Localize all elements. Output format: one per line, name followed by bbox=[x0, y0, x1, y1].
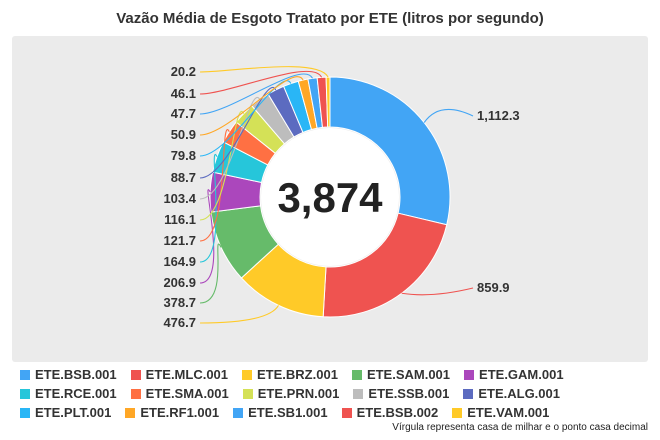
legend-item: ETE.SAM.001 bbox=[351, 366, 451, 383]
legend-swatch bbox=[353, 388, 364, 399]
data-label: 164.9 bbox=[163, 254, 196, 269]
donut-slice-ete-bsb-001 bbox=[329, 76, 451, 226]
legend-item: ETE.MLC.001 bbox=[130, 366, 229, 383]
legend-swatch bbox=[20, 388, 30, 399]
leader-line bbox=[199, 110, 245, 221]
donut-slice-ete-vam-001 bbox=[325, 76, 331, 128]
legend-item: ETE.PLT.001 bbox=[20, 404, 111, 421]
leader-line bbox=[199, 305, 279, 324]
data-label: 206.9 bbox=[163, 275, 196, 290]
data-label: 79.8 bbox=[171, 148, 196, 163]
legend-item: ETE.RCE.001 bbox=[20, 385, 117, 402]
data-label: 20.2 bbox=[171, 64, 196, 79]
legend-swatch bbox=[20, 407, 30, 418]
legend-swatch bbox=[125, 407, 136, 418]
legend-item: ETE.GAM.001 bbox=[464, 366, 564, 383]
data-label: 88.7 bbox=[171, 170, 196, 185]
donut-center-total: 3,874 bbox=[277, 174, 383, 221]
legend-label: ETE.MLC.001 bbox=[145, 367, 229, 382]
legend-label: ETE.PRN.001 bbox=[257, 386, 340, 401]
leader-line bbox=[423, 108, 474, 123]
leader-line bbox=[199, 153, 218, 263]
legend-item: ETE.PRN.001 bbox=[242, 385, 340, 402]
legend-swatch bbox=[452, 407, 463, 418]
legend-label: ETE.VAM.001 bbox=[467, 405, 550, 420]
legend-item: ETE.RF1.001 bbox=[125, 404, 219, 421]
leader-line bbox=[199, 73, 314, 115]
legend-item: ETE.SSB.001 bbox=[353, 385, 449, 402]
legend-label: ETE.GAM.001 bbox=[479, 367, 564, 382]
data-label: 103.4 bbox=[163, 191, 196, 206]
legend-swatch bbox=[341, 407, 352, 418]
leader-line bbox=[401, 287, 474, 296]
legend-swatch bbox=[233, 407, 244, 418]
leader-line bbox=[199, 86, 277, 179]
legend-item: ETE.BRZ.001 bbox=[242, 366, 338, 383]
legend-label: ETE.RF1.001 bbox=[140, 405, 220, 420]
leader-line bbox=[199, 70, 323, 95]
leader-line bbox=[199, 66, 329, 78]
legend-item: ETE.SMA.001 bbox=[130, 385, 229, 402]
data-label: 50.9 bbox=[171, 127, 196, 142]
footnote: Vírgula representa casa de milhar e o po… bbox=[392, 422, 648, 433]
donut-chart: 3,874 1,112.3 859.9 476.7 378.7 206.9 164.9 121… bbox=[163, 64, 520, 330]
chart-title: Vazão Média de Esgoto Tratato por ETE (l… bbox=[116, 10, 544, 27]
legend-label: ETE.SB1.001 bbox=[248, 405, 328, 420]
legend-swatch bbox=[242, 369, 253, 380]
data-label: 121.7 bbox=[163, 233, 196, 248]
legend-label: ETE.BRZ.001 bbox=[257, 367, 338, 382]
leader-line bbox=[199, 76, 304, 136]
legend-label: ETE.RCE.001 bbox=[35, 386, 117, 401]
legend-swatch bbox=[351, 369, 362, 380]
legend-label: ETE.PLT.001 bbox=[35, 405, 112, 420]
legend-item: ETE.BSB.002 bbox=[341, 404, 439, 421]
legend-swatch bbox=[20, 369, 30, 380]
legend-item: ETE.ALG.001 bbox=[463, 385, 560, 402]
legend-label: ETE.BSB.002 bbox=[356, 405, 439, 420]
data-label: 476.7 bbox=[163, 315, 196, 330]
data-label: 859.9 bbox=[477, 280, 510, 295]
legend-item: ETE.SB1.001 bbox=[233, 404, 328, 421]
legend-label: ETE.SMA.001 bbox=[145, 386, 229, 401]
legend-swatch bbox=[242, 388, 253, 399]
legend-swatch bbox=[463, 388, 474, 399]
data-label: 116.1 bbox=[164, 212, 196, 227]
chart-legend: ETE.BSB.001 ETE.MLC.001 ETE.BRZ.001 ETE.SAM… bbox=[20, 366, 650, 421]
data-label: 1,112.3 bbox=[477, 108, 520, 123]
legend-label: ETE.SAM.001 bbox=[366, 367, 451, 382]
data-label: 46.1 bbox=[171, 86, 196, 101]
leader-line bbox=[199, 96, 261, 200]
legend-swatch bbox=[464, 369, 475, 380]
leader-line bbox=[199, 243, 222, 304]
data-label: 378.7 bbox=[163, 295, 196, 310]
legend-swatch bbox=[130, 388, 141, 399]
donut-hole bbox=[261, 128, 399, 266]
legend-item: ETE.BSB.001 bbox=[20, 366, 117, 383]
legend-item: ETE.VAM.001 bbox=[452, 404, 549, 421]
legend-label: ETE.ALG.001 bbox=[478, 386, 560, 401]
legend-label: ETE.SSB.001 bbox=[368, 386, 450, 401]
legend-swatch bbox=[130, 369, 141, 380]
data-label: 47.7 bbox=[171, 106, 196, 121]
legend-label: ETE.BSB.001 bbox=[35, 367, 117, 382]
